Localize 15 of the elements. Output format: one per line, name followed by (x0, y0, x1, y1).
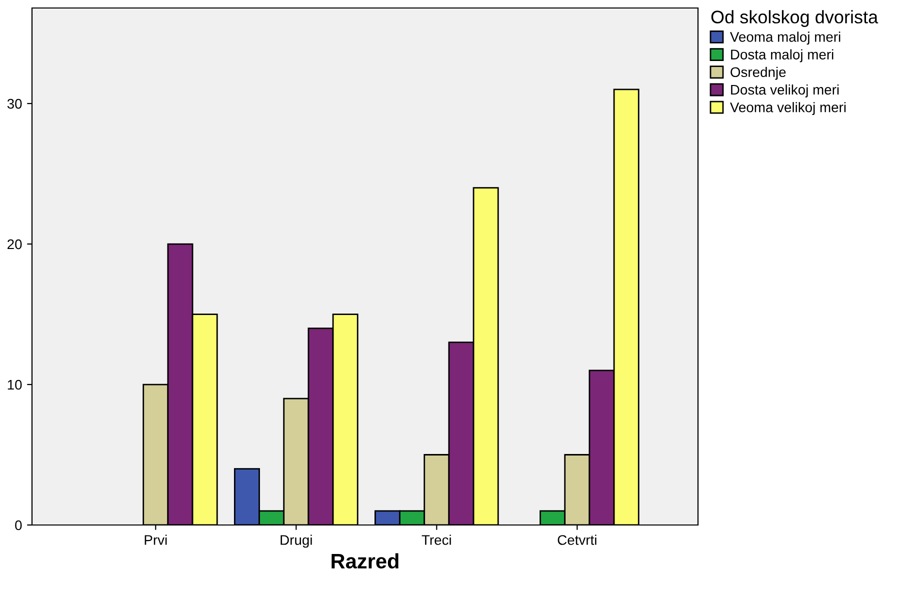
y-tick-label: 10 (8, 380, 22, 390)
x-tick-label: Prvi (144, 534, 167, 545)
legend-label: Osrednje (730, 66, 786, 80)
y-tick-label: 0 (15, 520, 22, 530)
legend-label: Veoma velikoj meri (730, 102, 846, 116)
x-axis-title: Razred (332, 553, 398, 569)
legend-label: Veoma maloj meri (730, 32, 840, 45)
x-tick-label: Cetvrti (558, 534, 596, 545)
x-tick-label: Treci (422, 534, 451, 545)
x-tick-label: Drugi (280, 534, 312, 548)
legend-label: Dosta maloj meri (731, 49, 834, 62)
y-tick-label: 20 (8, 239, 22, 250)
legend-title: Od skolskog dvorista (711, 10, 878, 27)
legend-label: Dosta velikoj meri (731, 84, 839, 98)
y-tick-label: 30 (7, 98, 22, 109)
